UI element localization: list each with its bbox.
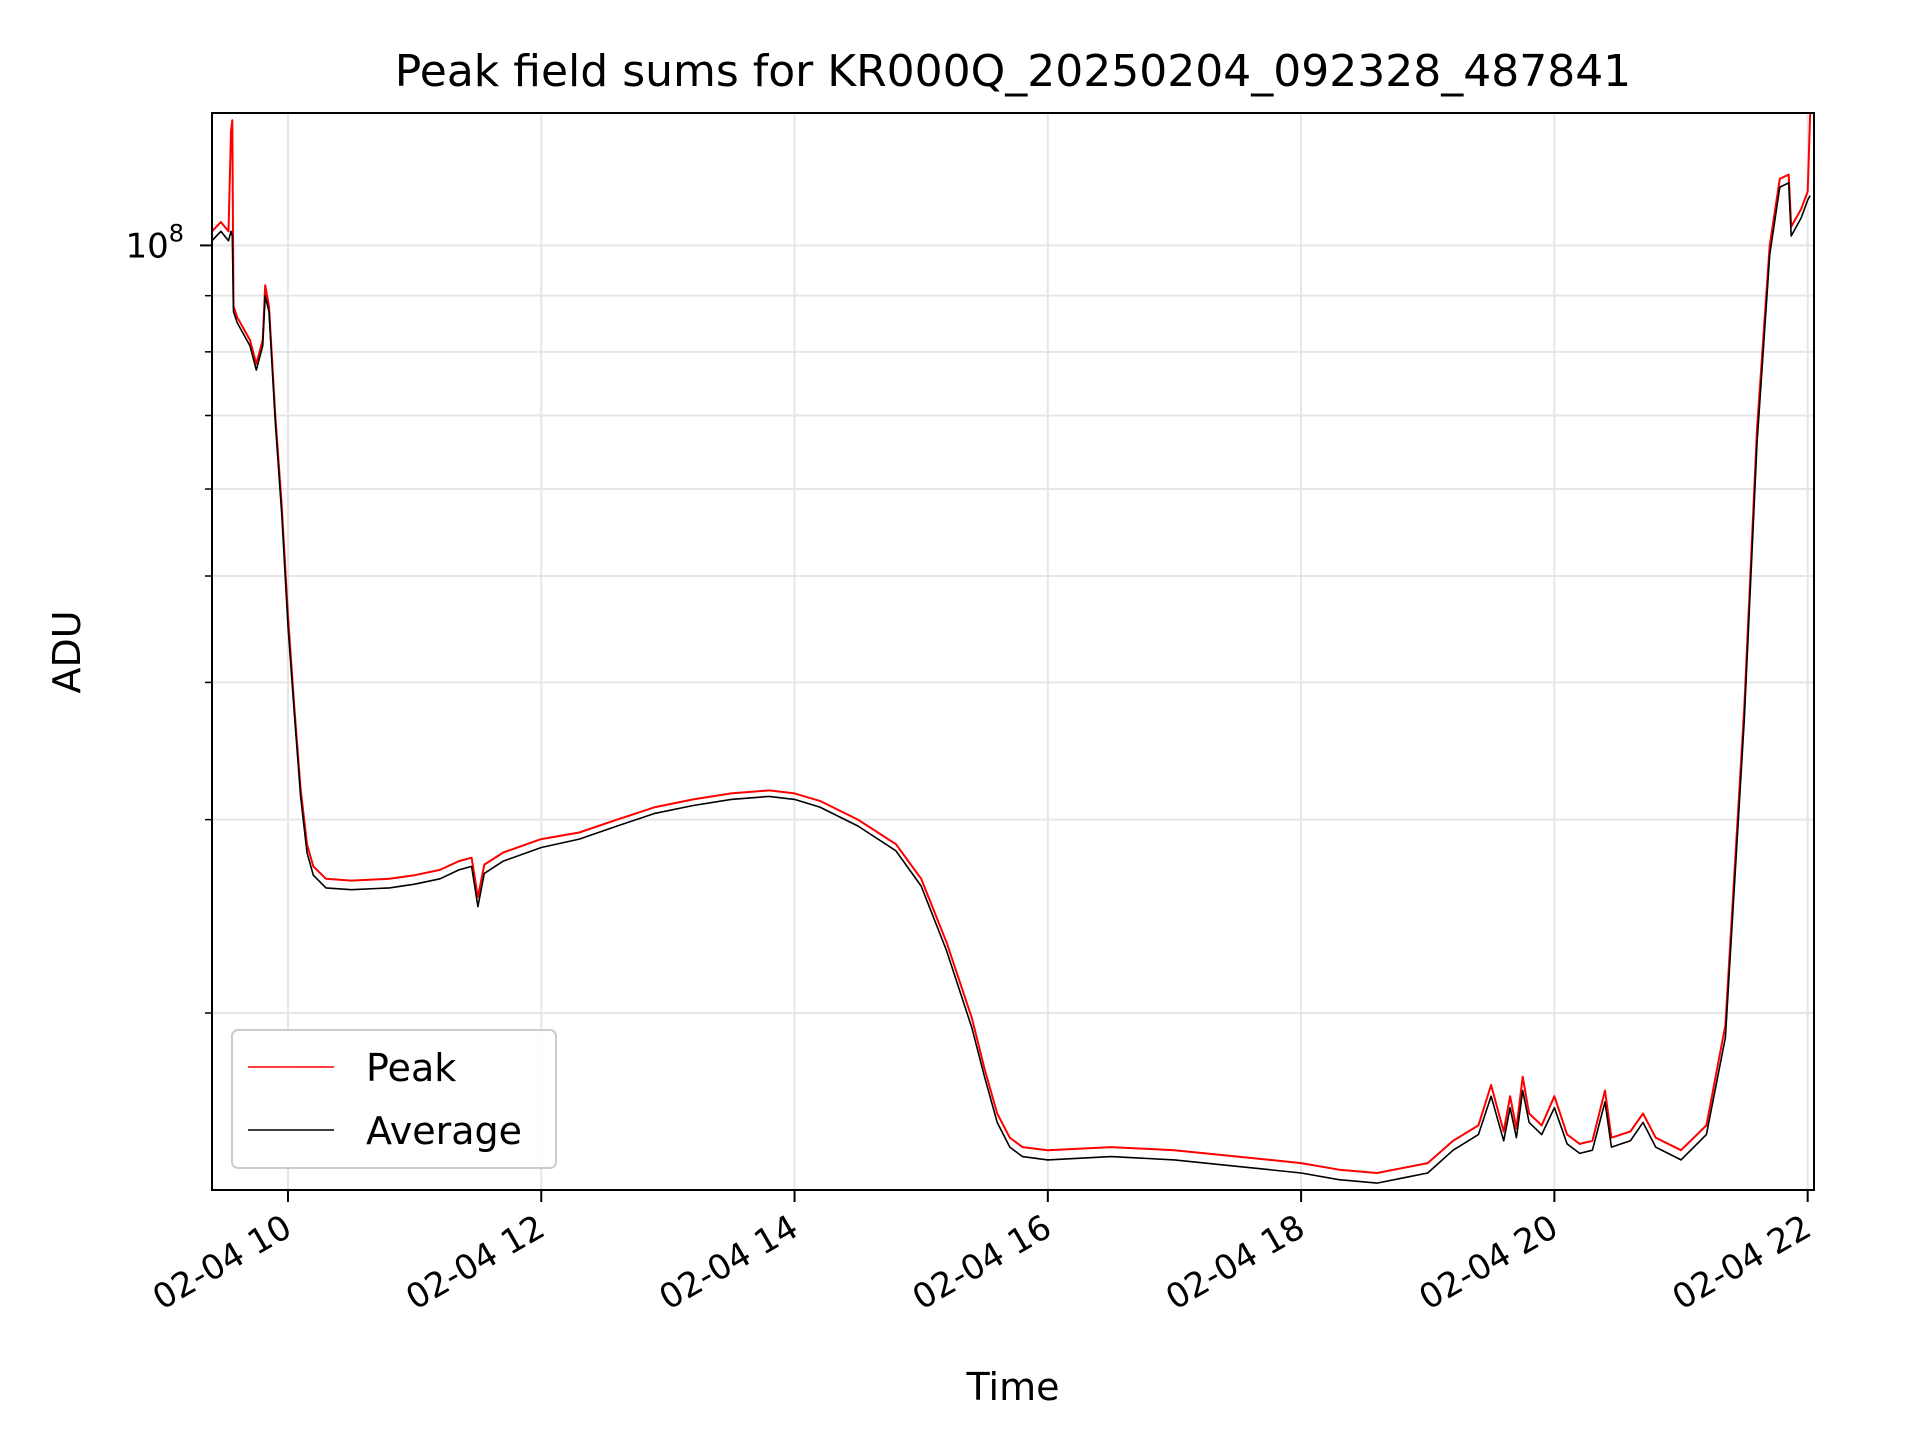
y-tick-label: 108 bbox=[125, 219, 184, 266]
y-axis-label: ADU bbox=[45, 610, 89, 693]
plot-frame bbox=[211, 112, 1815, 1191]
grid bbox=[212, 113, 1814, 1190]
y-tick-exponent: 8 bbox=[169, 219, 184, 247]
series-line-average bbox=[211, 182, 1811, 1184]
x-axis-label: Time bbox=[966, 1365, 1060, 1409]
legend-label-average: Average bbox=[366, 1109, 522, 1153]
series-layer bbox=[211, 112, 1812, 1184]
chart-title: Peak field sums for KR000Q_20250204_0923… bbox=[395, 46, 1631, 97]
legend-label-peak: Peak bbox=[366, 1046, 456, 1090]
legend: Peak Average bbox=[231, 1029, 557, 1169]
legend-box bbox=[231, 1029, 557, 1169]
